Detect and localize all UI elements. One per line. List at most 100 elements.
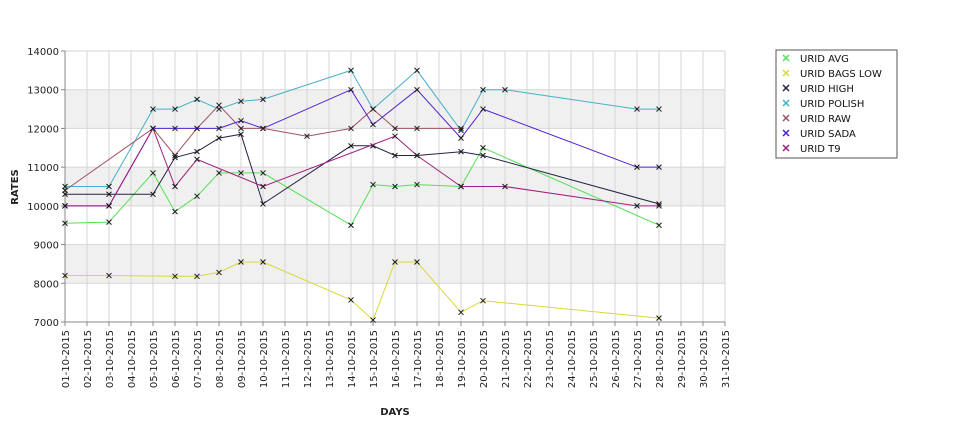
data-point xyxy=(392,133,398,140)
y-axis-title: RATES xyxy=(10,169,21,205)
legend-box xyxy=(775,49,898,159)
x-tick-label: 15-10-2015 xyxy=(369,330,380,388)
x-tick-label: 08-10-2015 xyxy=(215,330,226,388)
x-tick-label: 03-10-2015 xyxy=(105,330,116,388)
data-point xyxy=(150,125,156,132)
data-point xyxy=(656,164,662,170)
data-point xyxy=(348,222,354,229)
data-point xyxy=(656,222,662,229)
legend-label: URID T9 xyxy=(800,144,841,155)
data-point xyxy=(260,259,266,265)
x-tick-label: 13-10-2015 xyxy=(325,330,336,388)
data-point xyxy=(260,125,266,132)
x-tick-label: 09-10-2015 xyxy=(237,330,248,388)
data-point xyxy=(480,152,486,159)
y-tick-label: 10000 xyxy=(27,202,59,213)
data-point xyxy=(260,96,266,103)
data-point xyxy=(414,181,420,188)
series-urid-high xyxy=(62,131,662,207)
data-point xyxy=(458,148,464,155)
legend-label: URID AVG xyxy=(800,54,849,65)
data-point xyxy=(260,201,266,207)
legend-label: URID BAGS LOW xyxy=(800,69,882,80)
data-point xyxy=(260,183,266,190)
data-point xyxy=(392,152,398,159)
data-point xyxy=(172,183,178,190)
x-tick-label: 17-10-2015 xyxy=(413,330,424,388)
data-point xyxy=(414,67,420,74)
data-point xyxy=(172,208,178,215)
data-point xyxy=(392,259,398,265)
data-point xyxy=(414,86,420,93)
y-tick-label: 14000 xyxy=(27,47,59,58)
x-tick-label: 22-10-2015 xyxy=(523,330,534,388)
data-point xyxy=(502,183,508,190)
x-tick-label: 10-10-2015 xyxy=(259,330,270,388)
data-point xyxy=(62,272,68,279)
data-point xyxy=(62,220,68,227)
data-point xyxy=(172,273,178,280)
y-tick-label: 12000 xyxy=(27,124,59,135)
data-point xyxy=(238,170,244,176)
series-urid-avg xyxy=(62,144,662,229)
data-point xyxy=(458,309,464,316)
y-tick-label: 8000 xyxy=(34,279,59,290)
legend-marker xyxy=(782,99,790,107)
x-tick-labels: 01-10-2015 02-10-2015 03-10-2015 04-10-2015… xyxy=(61,330,732,388)
x-tick-label: 16-10-2015 xyxy=(391,330,402,388)
data-point xyxy=(414,152,420,159)
data-point xyxy=(216,125,222,132)
data-point xyxy=(106,219,112,225)
data-point xyxy=(348,142,354,149)
data-point xyxy=(656,315,662,321)
data-point xyxy=(392,125,398,132)
data-point xyxy=(458,135,464,141)
data-point xyxy=(348,67,354,74)
data-point xyxy=(172,106,178,112)
x-tick-label: 27-10-2015 xyxy=(633,330,644,388)
legend-marker xyxy=(782,114,790,122)
x-tick-label: 11-10-2015 xyxy=(281,330,292,388)
data-point xyxy=(194,96,200,103)
x-tick-label: 29-10-2015 xyxy=(677,330,688,388)
data-point xyxy=(194,148,200,155)
legend-marker xyxy=(782,84,790,92)
data-point xyxy=(348,125,354,132)
y-tick-label: 7000 xyxy=(34,318,59,329)
x-tick-label: 06-10-2015 xyxy=(171,330,182,388)
x-tick-label: 02-10-2015 xyxy=(83,330,94,388)
data-point xyxy=(106,191,112,198)
data-point xyxy=(480,297,486,304)
data-point xyxy=(150,170,156,176)
series-group xyxy=(62,67,662,323)
data-point xyxy=(260,170,266,176)
legend-label: URID SADA xyxy=(800,129,856,140)
data-point xyxy=(656,203,662,209)
data-point xyxy=(634,203,640,209)
data-point xyxy=(106,183,112,190)
series-urid-bags-low xyxy=(62,259,662,323)
data-point xyxy=(238,259,244,265)
data-point xyxy=(458,183,464,190)
data-point xyxy=(238,98,244,105)
data-point xyxy=(656,106,662,112)
x-tick-label: 25-10-2015 xyxy=(589,330,600,388)
data-point xyxy=(370,317,376,323)
legend-marker xyxy=(782,54,790,62)
y-tick-label: 9000 xyxy=(34,241,59,252)
data-point xyxy=(370,181,376,188)
data-point xyxy=(150,191,156,198)
data-point xyxy=(392,183,398,190)
legend: URID AVG URID BAGS LOW URID HIGH URID POLIS… xyxy=(775,49,898,159)
data-point xyxy=(62,203,68,209)
legend-label: URID HIGH xyxy=(800,84,854,95)
x-tick-label: 18-10-2015 xyxy=(435,330,446,388)
data-point xyxy=(238,131,244,138)
legend-marker xyxy=(782,144,790,152)
data-point xyxy=(634,164,640,170)
data-point xyxy=(172,154,178,161)
data-point xyxy=(172,152,178,159)
data-point xyxy=(172,125,178,132)
data-point xyxy=(194,125,200,132)
data-point xyxy=(414,259,420,265)
